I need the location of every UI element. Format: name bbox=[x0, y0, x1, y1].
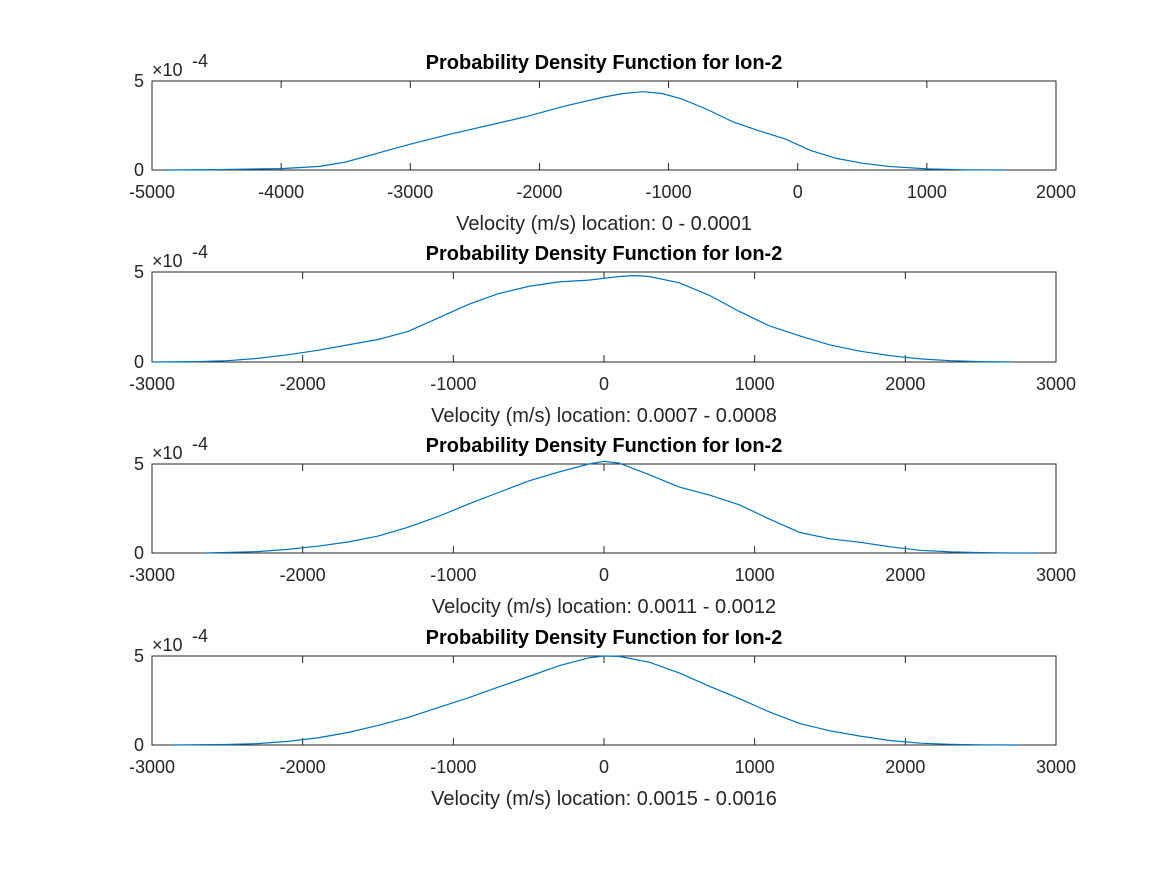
subplot-4: -3000 -2000 -1000 0 1000 2000 3000 0 5 ×10 -4 Proba… bbox=[129, 626, 1076, 810]
y-tick-label: 0 bbox=[134, 160, 144, 180]
x-axis-label: Velocity (m/s) location: 0 - 0.0001 bbox=[456, 213, 752, 235]
axes-box bbox=[151, 80, 1057, 171]
x-tick-label: 1000 bbox=[735, 757, 775, 777]
x-tick-label: -2000 bbox=[280, 374, 326, 394]
subplot-1: -5000 -4000 -3000 -2000 -1000 0 1000 2000 0 5 ×10-… bbox=[129, 51, 1076, 235]
x-tick-label: -1000 bbox=[430, 374, 476, 394]
y-tick-label: 5 bbox=[134, 262, 144, 282]
x-tick-label: -2000 bbox=[516, 182, 562, 202]
x-tick-label: 3000 bbox=[1036, 757, 1076, 777]
x-tick-label: -1000 bbox=[430, 757, 476, 777]
x-tick-label: 2000 bbox=[885, 565, 925, 585]
y-multiplier-label: ×10 bbox=[152, 60, 183, 80]
y-tick-label: 0 bbox=[134, 352, 144, 372]
subplot-2: -3000 -2000 -1000 0 1000 2000 3000 0 5 ×10 -4 Proba… bbox=[129, 242, 1076, 427]
x-axis-label: Velocity (m/s) location: 0.0011 - 0.0012 bbox=[432, 596, 776, 618]
x-tick-label: 1000 bbox=[735, 565, 775, 585]
pdf-series-line bbox=[164, 91, 1005, 171]
x-tick-label: -1000 bbox=[646, 182, 692, 202]
x-tick-label: -3000 bbox=[129, 374, 175, 394]
y-tick-label: 0 bbox=[134, 735, 144, 755]
x-tick-label: -1000 bbox=[430, 565, 476, 585]
x-tick-label: 2000 bbox=[885, 757, 925, 777]
y-multiplier-label: ×10 bbox=[152, 443, 183, 463]
x-tick-label: -2000 bbox=[280, 757, 326, 777]
x-tick-label: 0 bbox=[599, 374, 609, 394]
pdf-series-line bbox=[204, 460, 1038, 554]
x-tick-label: 1000 bbox=[735, 374, 775, 394]
chart-title: Probability Density Function for Ion-2 bbox=[426, 435, 783, 457]
x-tick-label: 1000 bbox=[907, 182, 947, 202]
y-multiplier-exponent: -4 bbox=[192, 51, 208, 71]
x-tick-label: 0 bbox=[793, 182, 803, 202]
y-multiplier-exponent: -4 bbox=[192, 434, 208, 454]
x-tick-label: -4000 bbox=[258, 182, 304, 202]
y-tick-label: 0 bbox=[134, 543, 144, 563]
x-tick-label: 3000 bbox=[1036, 565, 1076, 585]
y-tick-label: 5 bbox=[134, 71, 144, 91]
subplot-stack: -5000 -4000 -3000 -2000 -1000 0 1000 200005×10-… bbox=[129, 51, 1076, 810]
x-tick-label: -2000 bbox=[280, 565, 326, 585]
x-tick-label: 2000 bbox=[1036, 182, 1076, 202]
chart-title: Probability Density Function for Ion-2 bbox=[426, 52, 783, 74]
x-tick-label: -3000 bbox=[387, 182, 433, 202]
x-tick-label: -5000 bbox=[129, 182, 175, 202]
y-multiplier-label: ×10 bbox=[152, 251, 183, 271]
x-tick-label: 3000 bbox=[1036, 374, 1076, 394]
subplot-3: -3000 -2000 -1000 0 1000 2000 3000 0 5 ×10 -4 Proba… bbox=[129, 434, 1076, 618]
y-tick-label: 5 bbox=[134, 646, 144, 666]
x-tick-label: 0 bbox=[599, 757, 609, 777]
y-multiplier-label: ×10 bbox=[152, 635, 183, 655]
x-tick-label: 0 bbox=[599, 565, 609, 585]
y-tick-label: 5 bbox=[134, 454, 144, 474]
x-axis-label: Velocity (m/s) location: 0.0007 - 0.0008 bbox=[431, 405, 777, 427]
chart-title: Probability Density Function for Ion-2 bbox=[426, 627, 783, 649]
y-multiplier-exponent: -4 bbox=[192, 242, 208, 262]
pdf-series-line bbox=[151, 274, 1011, 363]
chart-title: Probability Density Function for Ion-2 bbox=[426, 243, 783, 265]
pdf-series-line bbox=[171, 655, 1019, 746]
x-axis-label: Velocity (m/s) location: 0.0015 - 0.0016 bbox=[431, 788, 777, 810]
y-multiplier-exponent: -4 bbox=[192, 626, 208, 646]
x-tick-label: -3000 bbox=[129, 565, 175, 585]
x-tick-label: 2000 bbox=[885, 374, 925, 394]
x-tick-label: -3000 bbox=[129, 757, 175, 777]
